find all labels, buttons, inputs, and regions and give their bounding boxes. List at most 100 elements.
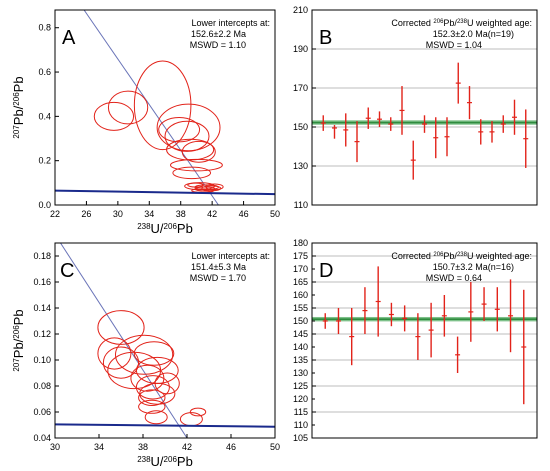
y-tick-label: 0.8 xyxy=(38,23,51,33)
error-ellipse-5 xyxy=(164,120,210,152)
y-tick-label: 160 xyxy=(293,290,308,300)
annotation-line-1: Lower intercepts at: xyxy=(191,18,270,28)
x-tick-label: 50 xyxy=(270,442,280,452)
annotation-line-3: MSWD = 1.10 xyxy=(190,40,246,50)
x-tick-label: 42 xyxy=(182,442,192,452)
y-tick-label: 150 xyxy=(293,122,308,132)
y-tick-label: 0.12 xyxy=(33,329,51,339)
y-tick-label: 210 xyxy=(293,5,308,15)
panel-letter: D xyxy=(319,260,333,282)
annotation-line-2: 150.7±3.2 Ma(n=16) xyxy=(433,262,514,272)
y-tick-label: 105 xyxy=(293,433,308,443)
x-tick-label: 38 xyxy=(176,209,186,219)
y-tick-label: 0.16 xyxy=(33,277,51,287)
y-axis-label: 207Pb/206Pb xyxy=(11,309,26,371)
error-ellipse-1 xyxy=(93,101,135,131)
y-tick-label: 0.0 xyxy=(38,200,51,210)
y-tick-label: 170 xyxy=(293,264,308,274)
y-tick-label: 145 xyxy=(293,329,308,339)
error-ellipse-8 xyxy=(181,140,216,163)
annotation-line-1: Lower intercepts at: xyxy=(191,251,270,261)
error-ellipse-1 xyxy=(97,310,145,345)
annotation-line-3: MSWD = 0.64 xyxy=(426,273,482,283)
y-tick-label: 175 xyxy=(293,251,308,261)
y-tick-label: 180 xyxy=(293,238,308,248)
annotation-line-3: MSWD = 1.70 xyxy=(190,273,246,283)
y-tick-label: 150 xyxy=(293,316,308,326)
x-tick-label: 22 xyxy=(50,209,60,219)
y-tick-label: 110 xyxy=(294,420,308,430)
panel-letter: C xyxy=(60,260,74,282)
error-ellipse-8 xyxy=(130,364,165,392)
y-tick-label: 0.10 xyxy=(33,355,51,365)
y-tick-label: 140 xyxy=(293,342,308,352)
plot-frame xyxy=(54,9,276,206)
concordia-line xyxy=(55,423,275,428)
y-tick-label: 0.4 xyxy=(38,111,51,121)
x-tick-label: 46 xyxy=(239,209,249,219)
annotation-line-2: 152.6±2.2 Ma xyxy=(191,29,246,39)
y-tick-label: 135 xyxy=(293,355,308,365)
plot-frame xyxy=(54,242,276,439)
y-tick-label: 0.04 xyxy=(33,433,51,443)
x-tick-label: 30 xyxy=(50,442,60,452)
x-axis-label: 238U/206Pb xyxy=(137,221,193,236)
x-axis-label: 238U/206Pb xyxy=(137,454,193,469)
y-tick-label: 165 xyxy=(293,277,308,287)
y-tick-label: 190 xyxy=(293,44,308,54)
x-tick-label: 46 xyxy=(226,442,236,452)
error-ellipse-4 xyxy=(156,103,221,152)
error-ellipse-5 xyxy=(115,334,174,375)
error-ellipse-13 xyxy=(144,410,168,425)
error-ellipse-15 xyxy=(205,183,224,191)
panel-c: 30 34 38 42 46 50 0.04 0.06 0.08 0.10 0.12 0.14 0.16… xyxy=(11,242,280,469)
y-tick-label: 155 xyxy=(293,303,308,313)
annotation-line-2: 152.3±2.0 Ma(n=19) xyxy=(433,29,514,39)
y-tick-label: 0.2 xyxy=(38,156,51,166)
y-tick-label: 130 xyxy=(293,161,308,171)
error-ellipse-3 xyxy=(102,346,140,379)
error-ellipse-2 xyxy=(107,90,149,125)
error-ellipse-11 xyxy=(138,389,166,407)
annotation-line-1: Corrected 206Pb/238U weighted age: xyxy=(391,18,532,28)
error-ellipse-9 xyxy=(170,158,223,172)
x-tick-label: 42 xyxy=(207,209,217,219)
x-tick-label: 26 xyxy=(81,209,91,219)
y-axis-label: 207Pb/206Pb xyxy=(11,76,26,138)
y-tick-label: 110 xyxy=(294,200,308,210)
concordia-line xyxy=(55,189,275,196)
panel-letter: A xyxy=(62,27,76,49)
plot-area xyxy=(55,10,275,205)
x-tick-label: 50 xyxy=(270,209,280,219)
y-tick-label: 0.06 xyxy=(33,407,51,417)
error-ellipse-9 xyxy=(135,375,170,400)
y-tick-label: 0.6 xyxy=(38,67,51,77)
y-tick-label: 130 xyxy=(293,368,308,378)
y-tick-label: 125 xyxy=(293,381,308,391)
panel-a: 22 26 30 34 38 42 46 50 0.0 0.2 0.4 0.6 0.8 A Lower in… xyxy=(11,9,280,236)
error-ellipse-16 xyxy=(189,407,207,417)
error-ellipse-3 xyxy=(133,60,192,151)
y-tick-label: 0.08 xyxy=(33,381,51,391)
y-tick-label: 0.14 xyxy=(33,303,51,313)
error-ellipse-14 xyxy=(154,372,180,395)
error-ellipse-10 xyxy=(172,166,212,180)
y-tick-label: 0.18 xyxy=(33,251,51,261)
annotation-line-1: Corrected 206Pb/238U weighted age: xyxy=(391,251,532,261)
error-ellipse-7 xyxy=(166,138,215,161)
error-ellipse-16 xyxy=(187,182,204,188)
y-tick-label: 115 xyxy=(294,407,308,417)
annotation-line-2: 151.4±5.3 Ma xyxy=(191,262,246,272)
x-tick-label: 34 xyxy=(94,442,104,452)
regression-line xyxy=(83,10,219,205)
plot-area xyxy=(55,243,275,438)
panel-letter: B xyxy=(319,27,332,49)
error-ellipse-6 xyxy=(158,116,201,143)
annotation-line-3: MSWD = 1.04 xyxy=(426,40,482,50)
panel-b: 110 130 150 170 190 210 B Corrected 206Pb/238U … xyxy=(293,5,538,210)
error-ellipse-12 xyxy=(138,399,166,414)
plot-frame xyxy=(311,242,538,439)
x-tick-label: 34 xyxy=(144,209,154,219)
y-tick-label: 120 xyxy=(293,394,308,404)
